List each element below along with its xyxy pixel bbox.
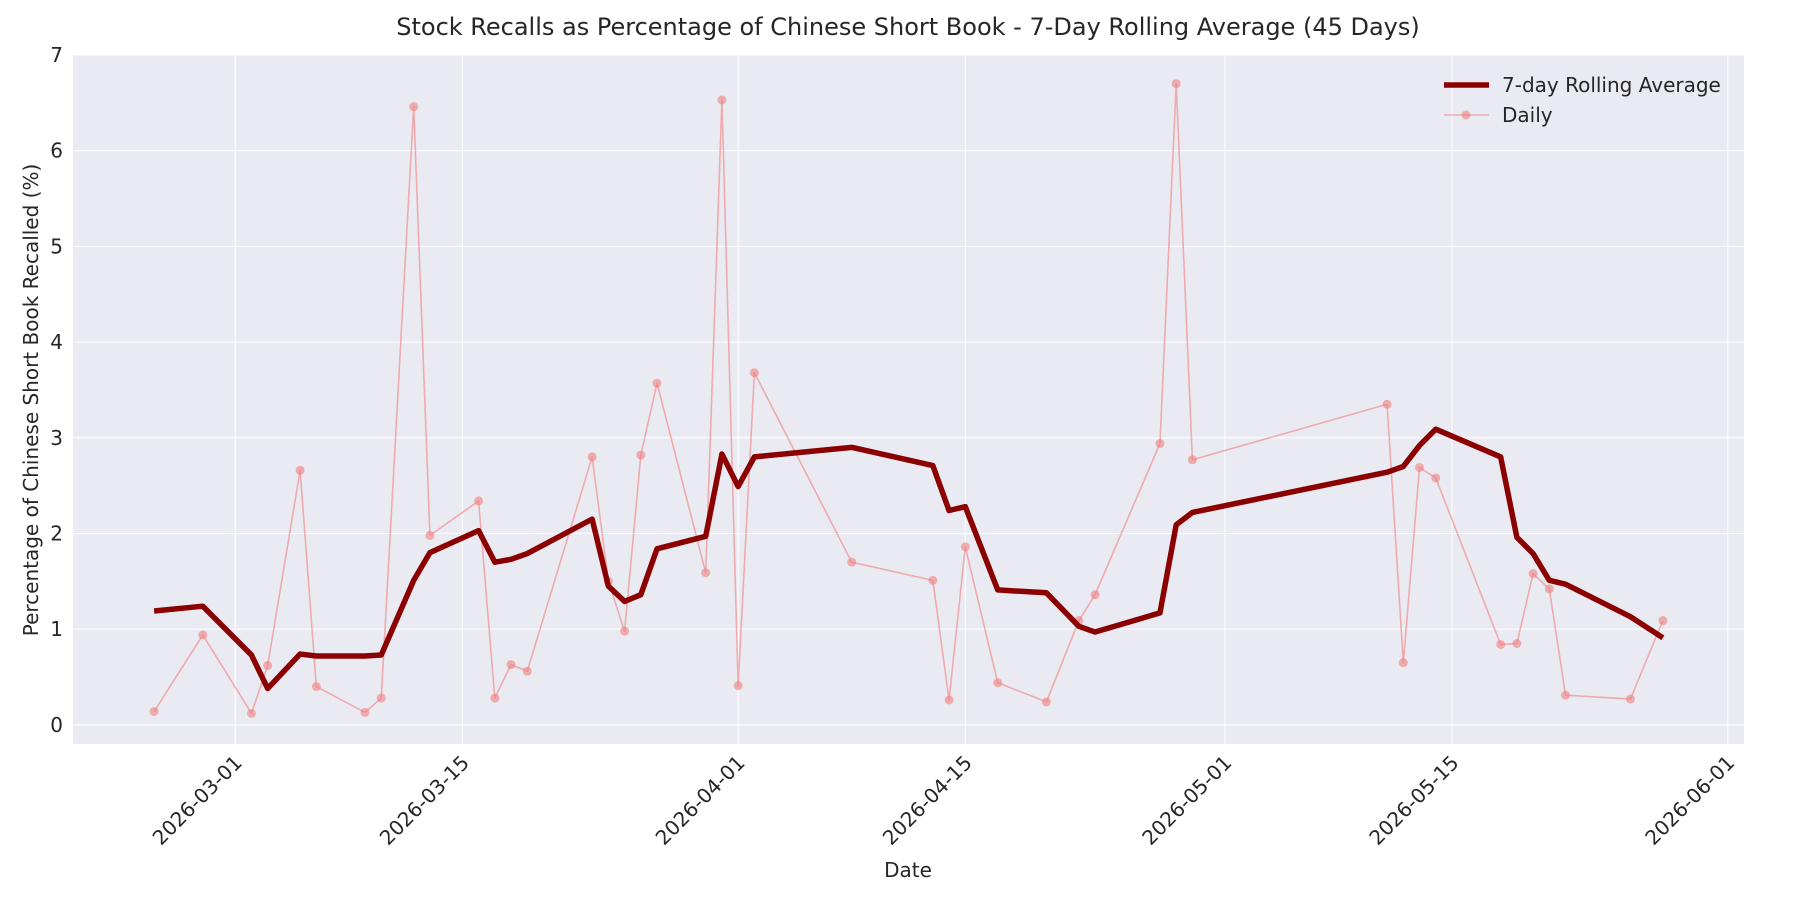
x-axis-label: Date: [884, 858, 932, 882]
daily-marker: [960, 542, 970, 552]
daily-marker: [1625, 694, 1635, 704]
daily-marker: [1090, 590, 1100, 600]
daily-marker: [733, 681, 743, 691]
daily-marker: [636, 450, 646, 460]
daily-marker: [944, 695, 954, 705]
daily-marker: [376, 693, 386, 703]
x-tick-label: 2026-04-01: [651, 751, 750, 850]
x-tick-label: 2026-04-15: [878, 751, 977, 850]
legend: 7-day Rolling Average Daily: [1444, 73, 1721, 127]
y-tick-label: 6: [50, 139, 63, 163]
legend-marker: [1461, 110, 1471, 120]
y-tick-label: 2: [50, 521, 63, 545]
daily-marker: [246, 708, 256, 718]
daily-marker: [652, 378, 662, 388]
daily-marker: [587, 452, 597, 462]
daily-marker: [1431, 473, 1441, 483]
chart-title: Stock Recalls as Percentage of Chinese S…: [396, 13, 1420, 41]
daily-marker: [1561, 690, 1571, 700]
daily-marker: [1496, 639, 1506, 649]
daily-marker: [1382, 399, 1392, 409]
y-tick-label: 5: [50, 234, 63, 258]
daily-marker: [1398, 658, 1408, 668]
x-tick-label: 2026-03-01: [148, 751, 247, 850]
daily-marker: [701, 568, 711, 578]
daily-marker: [1187, 455, 1197, 465]
rolling-average-line: [153, 426, 1665, 692]
daily-marker: [1155, 439, 1165, 449]
daily-marker: [717, 95, 727, 105]
x-tick-label: 2026-05-15: [1364, 751, 1463, 850]
y-axis-label: Percentage of Chinese Short Book Recalle…: [19, 164, 43, 637]
y-tick-label: 3: [50, 426, 63, 450]
daily-marker: [1528, 569, 1538, 579]
daily-marker: [263, 661, 273, 671]
daily-marker: [311, 682, 321, 692]
daily-marker: [1544, 584, 1554, 594]
daily-marker: [749, 368, 759, 378]
legend-label: 7-day Rolling Average: [1502, 73, 1721, 97]
daily-marker: [360, 707, 370, 717]
daily-marker: [1512, 639, 1522, 649]
daily-marker: [993, 678, 1003, 688]
daily-marker: [522, 666, 532, 676]
legend-label: Daily: [1502, 103, 1553, 127]
daily-marker: [1041, 697, 1051, 707]
daily-marker: [149, 706, 159, 716]
plot-area: [73, 55, 1744, 744]
daily-marker: [928, 575, 938, 585]
y-tick-label: 0: [50, 713, 63, 737]
y-tick-label: 1: [50, 617, 63, 641]
daily-marker: [474, 496, 484, 506]
x-tick-label: 2026-03-15: [375, 751, 474, 850]
daily-marker: [847, 557, 857, 567]
daily-marker: [1415, 462, 1425, 472]
y-tick-label: 4: [50, 330, 63, 354]
daily-marker: [1658, 616, 1668, 626]
x-tick-label: 2026-05-01: [1137, 751, 1236, 850]
daily-marker: [409, 102, 419, 112]
daily-marker: [490, 693, 500, 703]
daily-marker: [425, 530, 435, 540]
daily-marker: [620, 626, 630, 636]
x-tick-label: 2026-06-01: [1640, 751, 1739, 850]
daily-marker: [295, 465, 305, 475]
daily-marker: [506, 660, 516, 670]
daily-marker: [198, 630, 208, 640]
daily-marker: [1171, 79, 1181, 89]
y-tick-label: 7: [50, 43, 63, 67]
